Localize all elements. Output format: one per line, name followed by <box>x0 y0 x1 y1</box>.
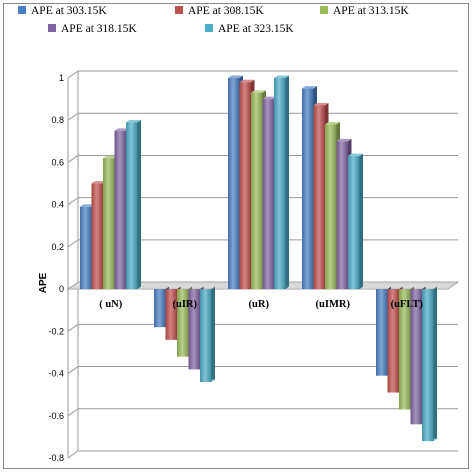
legend: APE at 303.15K APE at 308.15K APE at 313.1… <box>18 5 409 35</box>
category-label: (uIMR) <box>316 299 351 310</box>
legend-item: APE at 303.15K <box>18 5 107 17</box>
legend-item: APE at 318.15K <box>48 23 137 35</box>
legend-item: APE at 313.15K <box>320 5 409 17</box>
y-tick-label: -0.6 <box>48 411 64 421</box>
y-tick-label: 0.8 <box>51 115 64 125</box>
legend-item: APE at 323.15K <box>205 23 294 35</box>
bar <box>348 153 363 290</box>
category-label: (uFLT) <box>391 299 424 310</box>
bar <box>126 119 141 290</box>
legend-swatch <box>205 24 213 32</box>
bar <box>422 286 437 442</box>
y-axis-label: APE <box>38 272 49 293</box>
y-tick-label: 0.2 <box>51 242 64 252</box>
legend-label: APE at 308.15K <box>188 5 264 17</box>
legend-swatch <box>175 6 183 14</box>
category-labels: ( uN) (uIR) (uR) (uIMR) (uFLT) <box>99 299 423 310</box>
y-tick-label: -0.8 <box>48 453 64 463</box>
legend-label: APE at 318.15K <box>61 23 137 35</box>
gridline <box>67 408 458 417</box>
legend-swatch <box>48 24 56 32</box>
legend-swatch <box>320 6 328 14</box>
bar <box>200 286 215 382</box>
legend-label: APE at 323.15K <box>218 23 294 35</box>
y-tick-label: 0 <box>59 284 64 294</box>
legend-label: APE at 303.15K <box>31 5 107 17</box>
legend-item: APE at 308.15K <box>175 5 264 17</box>
y-tick-labels: -0.8 -0.6 -0.4 -0.2 0 0.2 0.4 0.6 0.8 1 <box>48 73 64 463</box>
legend-label: APE at 313.15K <box>333 5 409 17</box>
legend-swatch <box>18 6 26 14</box>
gridline <box>67 450 458 459</box>
gridline <box>67 70 458 79</box>
y-tick-label: -0.2 <box>48 326 64 336</box>
category-label: ( uN) <box>99 299 123 310</box>
y-tick-label: -0.4 <box>48 369 64 379</box>
bar <box>274 75 289 290</box>
y-tick-label: 0.4 <box>51 200 64 210</box>
category-label: (uR) <box>249 299 270 310</box>
y-tick-label: 1 <box>59 73 64 83</box>
bars <box>80 75 437 442</box>
y-tick-label: 0.6 <box>51 157 64 167</box>
category-label: (uIR) <box>172 299 197 310</box>
